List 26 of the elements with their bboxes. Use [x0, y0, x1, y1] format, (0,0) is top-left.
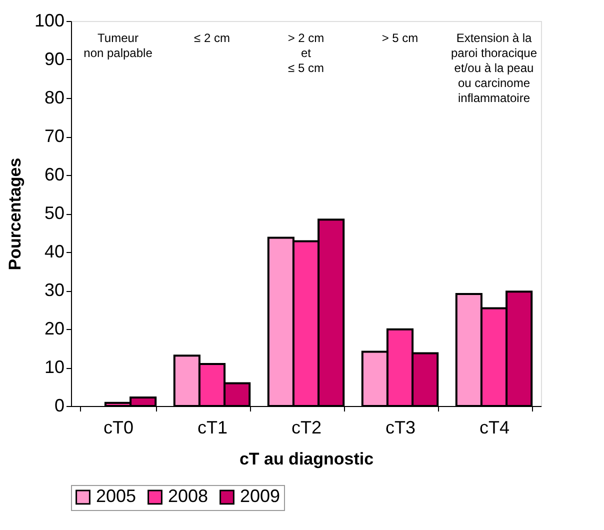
annotation: Tumeur non palpable: [84, 31, 153, 60]
x-tick-label: cT0: [103, 418, 134, 438]
annotation: > 5 cm: [382, 31, 418, 45]
x-tick-label: cT4: [479, 418, 510, 438]
y-tick-label: 50: [44, 203, 64, 223]
x-tick-label: cT3: [385, 418, 416, 438]
annotation: > 2 cm et ≤ 5 cm: [288, 31, 324, 75]
y-tick-label: 40: [44, 242, 64, 262]
y-tick-label: 30: [44, 280, 64, 300]
y-tick-label: 20: [44, 318, 64, 338]
legend-label: 2008: [168, 486, 208, 506]
y-tick-label: 10: [44, 357, 64, 377]
y-tick-label: 90: [44, 49, 64, 69]
y-axis-title: Pourcentages: [5, 158, 24, 270]
y-tick-label: 100: [34, 10, 64, 30]
y-tick-label: 0: [54, 396, 64, 416]
x-tick-label: cT2: [291, 418, 322, 438]
y-tick-label: 70: [44, 126, 64, 146]
legend-label: 2009: [240, 486, 280, 506]
y-tick-label: 60: [44, 164, 64, 184]
y-tick-label: 80: [44, 88, 64, 108]
x-tick-label: cT1: [197, 418, 228, 438]
annotation: Extension à la paroi thoracique et/ou à la peau ou carcinome inflammatoire: [450, 31, 538, 105]
annotation: ≤ 2 cm: [194, 31, 230, 45]
legend-label: 2005: [96, 486, 136, 506]
x-axis-title: cT au diagnostic: [239, 450, 374, 468]
